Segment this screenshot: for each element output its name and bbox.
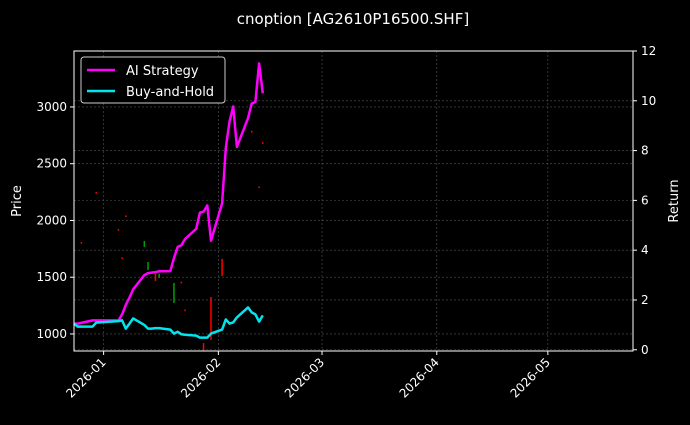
x-tick-label: 2026-04 <box>397 355 442 400</box>
y-axis-right-label: Return <box>667 179 682 222</box>
legend-label-ai-strategy: AI Strategy <box>126 64 199 79</box>
y-left-tick-label: 1500 <box>36 270 67 284</box>
candles <box>80 130 264 351</box>
x-tick-label: 2026-01 <box>63 355 108 400</box>
candle <box>250 130 253 133</box>
candle <box>80 242 83 244</box>
candle <box>154 273 157 281</box>
legend-box <box>80 56 226 104</box>
candle <box>147 262 149 270</box>
y-right-tick-label: 4 <box>641 243 649 257</box>
y-axis-right: 0 2 4 6 8 10 12 <box>633 44 656 357</box>
y-left-tick-label: 3000 <box>36 100 67 114</box>
y-right-tick-label: 12 <box>641 44 656 58</box>
legend: AI Strategy Buy-and-Hold <box>80 56 226 104</box>
candle <box>180 281 183 284</box>
y-right-tick-label: 8 <box>641 144 649 158</box>
candle <box>117 228 120 231</box>
candle <box>125 215 127 218</box>
y-axis-left: 1000 1500 2000 2500 3000 <box>36 100 74 341</box>
y-right-tick-label: 0 <box>641 343 649 357</box>
candle <box>184 309 186 312</box>
x-tick-label: 2026-03 <box>282 355 327 400</box>
y-left-tick-label: 2000 <box>36 213 67 227</box>
candle <box>158 273 160 279</box>
candle <box>202 343 205 351</box>
y-left-tick-label: 1000 <box>36 327 67 341</box>
series-line-ai-strategy <box>74 62 265 325</box>
x-axis: 2026-01 2026-02 2026-03 2026-04 2026-05 <box>63 351 553 401</box>
plot-frame <box>73 50 634 352</box>
x-tick-label: 2026-02 <box>178 355 223 400</box>
candle <box>95 192 97 194</box>
candle <box>121 257 123 260</box>
candle <box>143 240 146 247</box>
candle <box>221 258 223 276</box>
y-left-tick-label: 2500 <box>36 157 67 171</box>
y-right-tick-label: 10 <box>641 94 656 108</box>
y-right-tick-label: 6 <box>641 193 649 207</box>
candle <box>262 142 264 144</box>
series-lines <box>73 62 265 339</box>
y-right-tick-label: 2 <box>641 293 649 307</box>
series-line-buy-and-hold <box>73 306 264 339</box>
x-tick-label: 2026-05 <box>508 355 553 400</box>
y-axis-left-label: Price <box>10 185 25 217</box>
chart-title: cnoption [AG2610P16500.SHF] <box>237 10 469 28</box>
candle <box>173 283 175 303</box>
candle <box>210 296 212 340</box>
legend-label-buy-and-hold: Buy-and-Hold <box>126 85 214 100</box>
candle <box>258 186 260 189</box>
